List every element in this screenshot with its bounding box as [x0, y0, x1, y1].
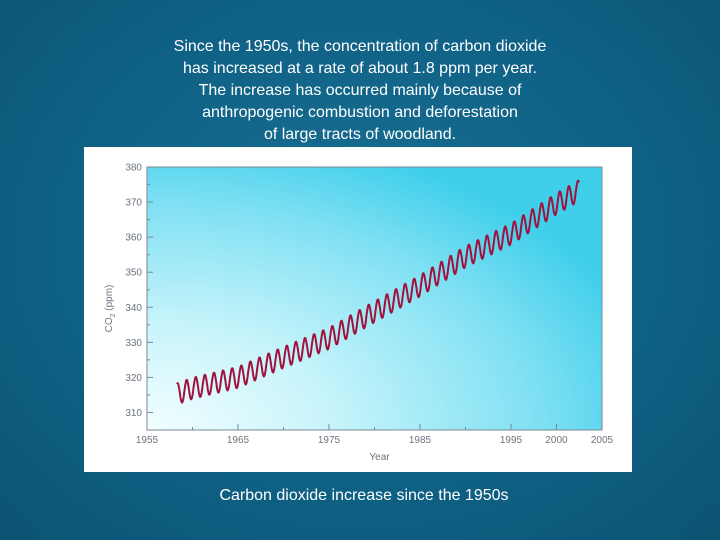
x-axis-title: Year	[369, 452, 390, 463]
y-axis-title-subscript: 2	[110, 313, 117, 317]
plot-area	[146, 166, 603, 431]
y-axis: 310 320 330 340 350 360 370 380	[125, 163, 153, 431]
y-axis-title: CO2 (ppm)	[104, 285, 117, 333]
y-tick-label: 350	[125, 268, 142, 279]
x-tick-label: 1955	[136, 435, 159, 446]
slide-text-line: The increase has occurred mainly because…	[198, 82, 522, 99]
chart-canvas: 310 320 330 340 350 360 370 380 1955 1965 1975 198…	[104, 163, 614, 464]
y-axis-title-suffix: (ppm)	[104, 285, 115, 314]
x-tick-label: 2000	[545, 435, 568, 446]
y-tick-label: 340	[125, 303, 142, 314]
y-tick-label: 330	[125, 338, 142, 349]
x-tick-label: 2005	[591, 435, 614, 446]
co2-chart: 310 320 330 340 350 360 370 380 1955 1965 1975 198…	[84, 147, 632, 472]
y-tick-label: 370	[125, 198, 142, 209]
slide-text-line: anthropogenic combustion and deforestati…	[202, 104, 518, 121]
y-tick-label: 380	[125, 163, 142, 174]
slide-text-line: has increased at a rate of about 1.8 ppm…	[183, 60, 537, 77]
slide-text: Since the 1950s, the concentration of ca…	[100, 36, 620, 146]
co2-series-line	[176, 179, 580, 404]
x-axis: 1955 1965 1975 1985 1995 2000 2005	[136, 424, 614, 446]
x-tick-label: 1985	[409, 435, 432, 446]
x-tick-label: 1965	[227, 435, 250, 446]
slide-text-line: Since the 1950s, the concentration of ca…	[173, 38, 547, 55]
x-tick-label: 1975	[318, 435, 341, 446]
y-axis-title-prefix: CO	[104, 317, 115, 332]
chart-caption: Carbon dioxide increase since the 1950s	[219, 487, 509, 504]
y-tick-label: 360	[125, 233, 142, 244]
y-tick-label: 310	[125, 408, 142, 419]
slide-text-line: of large tracts of woodland.	[263, 126, 457, 143]
y-tick-label: 320	[125, 373, 142, 384]
x-tick-label: 1995	[500, 435, 523, 446]
